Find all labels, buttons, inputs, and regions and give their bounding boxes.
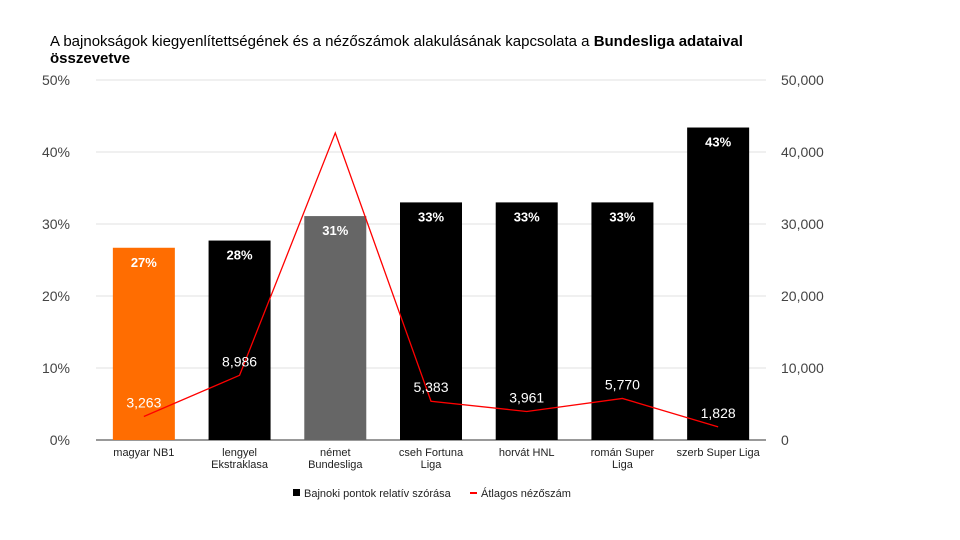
left-tick-label: 0% bbox=[50, 432, 70, 448]
bar-data-label: 33% bbox=[514, 209, 540, 224]
legend-marker-bars bbox=[293, 489, 300, 496]
bar-data-label: 28% bbox=[227, 248, 253, 263]
bar-data-label: 43% bbox=[705, 135, 731, 150]
line-data-label: 5,770 bbox=[605, 376, 640, 392]
right-tick-label: 0 bbox=[781, 432, 789, 448]
right-tick-label: 20,000 bbox=[781, 288, 824, 304]
bar bbox=[208, 240, 271, 440]
category-label: román Super bbox=[591, 447, 655, 459]
left-tick-label: 50% bbox=[42, 72, 70, 88]
bar bbox=[591, 202, 654, 440]
legend-label: Átlagos nézőszám bbox=[481, 487, 571, 500]
category-label: Bundesliga bbox=[308, 459, 363, 471]
bar bbox=[400, 202, 462, 440]
line-data-label: 3,263 bbox=[126, 395, 161, 411]
category-label: horvát HNL bbox=[499, 447, 555, 459]
bar-data-label: 33% bbox=[418, 209, 444, 224]
left-tick-label: 10% bbox=[42, 360, 70, 376]
category-label: Ekstraklasa bbox=[211, 459, 269, 471]
legend-label: Bajnoki pontok relatív szórása bbox=[304, 488, 452, 500]
line-data-label: 8,986 bbox=[222, 353, 257, 369]
category-label: német bbox=[320, 447, 351, 459]
left-tick-label: 20% bbox=[42, 288, 70, 304]
category-label: Liga bbox=[612, 459, 634, 471]
right-tick-label: 50,000 bbox=[781, 72, 824, 88]
bar bbox=[687, 127, 750, 441]
left-tick-label: 40% bbox=[42, 144, 70, 160]
line-data-label: 1,828 bbox=[701, 405, 736, 421]
bar bbox=[112, 247, 175, 440]
category-label: szerb Super Liga bbox=[677, 447, 761, 459]
right-tick-label: 30,000 bbox=[781, 216, 824, 232]
right-tick-label: 40,000 bbox=[781, 144, 824, 160]
bar bbox=[304, 216, 367, 440]
right-tick-label: 10,000 bbox=[781, 360, 824, 376]
bar-data-label: 27% bbox=[131, 255, 157, 270]
left-tick-label: 30% bbox=[42, 216, 70, 232]
bar-data-label: 31% bbox=[322, 223, 348, 238]
category-label: Liga bbox=[421, 459, 443, 471]
category-label: magyar NB1 bbox=[113, 447, 174, 459]
line-data-label: 5,383 bbox=[413, 379, 448, 395]
legend-marker-line bbox=[470, 492, 477, 494]
line-data-label: 3,961 bbox=[509, 389, 544, 405]
line-series bbox=[143, 131, 719, 428]
bar bbox=[495, 202, 558, 440]
chart-title: A bajnokságok kiegyenlítettségének és a … bbox=[50, 33, 743, 67]
category-label: cseh Fortuna bbox=[399, 447, 464, 459]
bar-data-label: 33% bbox=[609, 209, 635, 224]
line-data-label: 42,648 bbox=[314, 111, 357, 127]
category-label: lengyel bbox=[222, 447, 257, 459]
